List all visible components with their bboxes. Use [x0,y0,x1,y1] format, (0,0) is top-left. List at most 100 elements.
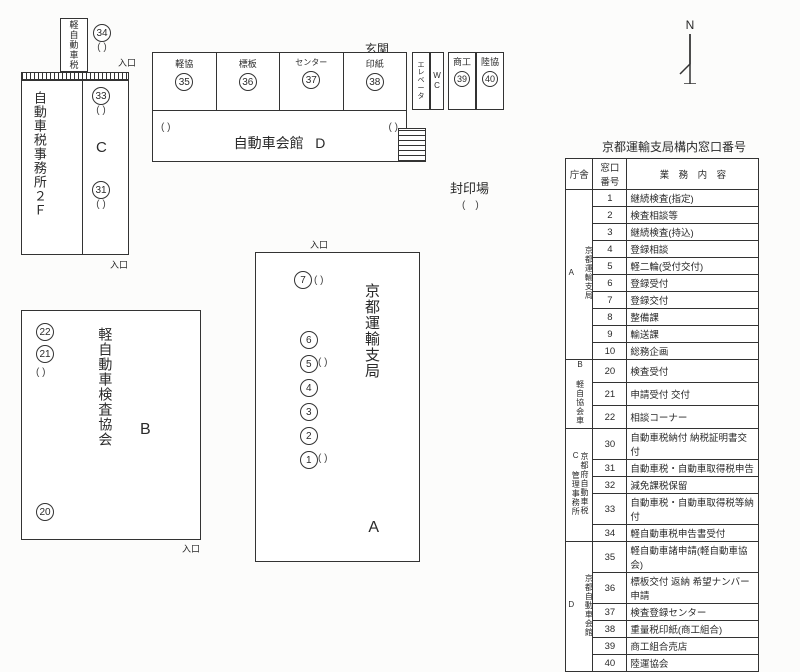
window-num: 30 [593,429,627,460]
th-num: 窓口番号 [593,159,627,190]
building-a-letter: A [368,519,379,537]
circle-4: 4 [300,379,318,397]
d-col-36: 標板 36 [217,53,281,110]
window-desc: 陸運協会 [627,655,759,672]
group-label: B 軽自協会車 [575,360,584,425]
table-row: 21申請受付 交付 [566,383,759,406]
a-7-row: 7 ( ) [294,271,323,289]
d-top-row: 軽協 35 標板 36 センター 37 印紙 38 [153,53,406,111]
entry-a: 入口 [310,238,328,251]
circle-33: 33 [92,87,110,105]
window-num: 32 [593,477,627,494]
table-title: 京都運輸支局構内窓口番号 [602,138,746,155]
window-desc: 継続検査(指定) [627,190,759,207]
window-desc: 登録受付 [627,275,759,292]
d-paren-r: ( ) [389,122,398,133]
table-row: 36標板交付 返納 希望ナンバー申請 [566,573,759,604]
window-desc: 重量税印紙(商工組合) [627,621,759,638]
building-d-letter: D [315,135,325,151]
window-num: 8 [593,309,627,326]
table-row: 8整備課 [566,309,759,326]
window-num: 37 [593,604,627,621]
window-desc: 登録相談 [627,241,759,258]
circle-3: 3 [300,403,318,421]
paren-mid: ( ) [318,453,327,464]
circle-37: 37 [302,71,320,89]
entry-c-top: 入口 [118,56,136,69]
window-desc: 整備課 [627,309,759,326]
circle-20: 20 [36,503,54,521]
table-row: 32減免課税保留 [566,477,759,494]
table-row: 4登録相談 [566,241,759,258]
d-paren-l: ( ) [161,122,170,133]
window-desc: 登録交付 [627,292,759,309]
d-col-38: 印紙 38 [344,53,407,110]
c-divider [82,81,83,254]
circle-21: 21 [36,345,54,363]
window-num: 3 [593,224,627,241]
elevator-box: エ レ ベ ー タ [412,52,430,110]
window-desc: 標板交付 返納 希望ナンバー申請 [627,573,759,604]
table-row: 34軽自動車税申告書受付 [566,525,759,542]
d-label-40: 陸協 [477,55,503,68]
window-num: 10 [593,343,627,360]
paren-34: ( ) [93,42,111,53]
building-b-name: 軽自動車検査協会 [94,327,116,447]
window-desc: 軽自動車諸申請(軽自動車協会) [627,542,759,573]
b-bottom-num: 20 [36,503,54,521]
window-desc: 自動車税・自動車取得税申告 [627,460,759,477]
table-row: 9輸送課 [566,326,759,343]
group-label: 京都自動車会館 D [566,574,592,637]
circle-38: 38 [366,73,384,91]
table-row: 京都自動車会館 D35軽自動車諸申請(軽自動車協会) [566,542,759,573]
window-num: 2 [593,207,627,224]
window-desc: 自動車税納付 納税証明書交付 [627,429,759,460]
window-desc: 継続検査(持込) [627,224,759,241]
group-cell: 京都府自動車税 C 管理事務所 [566,429,593,542]
table-row: 37検査登録センター [566,604,759,621]
building-d-main: 軽協 35 標板 36 センター 37 印紙 38 自動車会館 D ( ) ( … [152,52,407,162]
table-row: 京都府自動車税 C 管理事務所30自動車税納付 納税証明書交付 [566,429,759,460]
group-cell: 京都運輸支局 A [566,190,593,360]
paren-21: ( ) [36,367,54,378]
window-num: 7 [593,292,627,309]
kei-tax-box: 軽自動車税 [60,18,88,72]
building-a: 京都運輸支局 A 7 ( ) 6 5 4 3 2 1 ( ) ( ) [255,252,420,562]
circle-1: 1 [300,451,318,469]
kei-tax-label: 軽自動車税 [68,20,81,70]
entry-c-bottom: 入口 [110,258,128,271]
d-label-39: 商工 [449,55,475,68]
a-num-col: 7 ( ) 6 5 4 3 2 1 [294,271,323,469]
window-num: 38 [593,621,627,638]
window-desc: 商工組合売店 [627,638,759,655]
circle-6: 6 [300,331,318,349]
d-name-row: 自動車会館 D [153,133,406,153]
window-num: 6 [593,275,627,292]
window-num: 33 [593,494,627,525]
window-desc: 総務企画 [627,343,759,360]
circle-36: 36 [239,73,257,91]
circle-34: 34 [93,24,111,42]
window-num: 35 [593,542,627,573]
circle-35: 35 [175,73,193,91]
d-label-36: 標板 [217,57,280,70]
building-c: 自動車税事務所２Ｆ 33 ( ) C 31 ( ) [21,80,129,255]
th-desc: 業 務 内 容 [627,159,759,190]
b-top-nums: 22 21 ( ) [36,323,54,378]
fuuin-paren: ( ) [462,196,479,211]
paren-7: ( ) [314,275,323,286]
circle-5: 5 [300,355,318,373]
group-label: 京都府自動車税 C 管理事務所 [570,451,588,516]
table-row: 31自動車税・自動車取得税申告 [566,460,759,477]
d-label-35: 軽協 [153,57,216,70]
circle-2: 2 [300,427,318,445]
window-desc: 検査相談等 [627,207,759,224]
d-col-40: 陸協 40 [476,52,504,110]
table-row: 40陸運協会 [566,655,759,672]
table-row: 38重量税印紙(商工組合) [566,621,759,638]
group-cell: 京都自動車会館 D [566,542,593,672]
window-table: 庁舎 窓口番号 業 務 内 容 京都運輸支局 A1継続検査(指定)2検査相談等3… [565,158,759,672]
window-desc: 相談コーナー [627,406,759,429]
window-num: 1 [593,190,627,207]
compass: N [675,18,705,84]
